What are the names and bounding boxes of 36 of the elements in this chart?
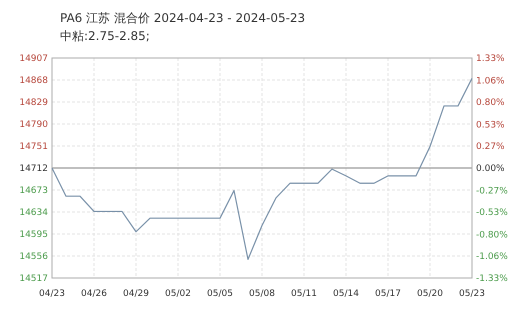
chart-title: PA6 江苏 混合价 2024-04-23 - 2024-05-23 [60, 11, 306, 25]
line-series [51, 78, 473, 260]
x-tick-label: 05/23 [459, 289, 485, 299]
x-tick-label: 05/05 [207, 289, 233, 299]
x-tick-label: 05/02 [165, 289, 191, 299]
x-tick-label: 05/17 [375, 289, 401, 299]
y2-tick-label: -1.06% [476, 252, 508, 262]
y2-tick-label: 0.53% [476, 120, 506, 130]
x-tick-label: 04/26 [81, 289, 108, 299]
chart-subtitle: 中粘:2.75-2.85; [60, 29, 150, 43]
y2-tick-label: 0.27% [476, 142, 506, 152]
x-tick-label: 05/14 [333, 289, 360, 299]
y-tick-label: 14634 [19, 208, 48, 218]
y2-tick-label: 1.33% [476, 54, 506, 64]
y-tick-label: 14829 [19, 98, 48, 108]
y-tick-label: 14751 [19, 142, 48, 152]
y2-tick-label: -1.33% [476, 274, 508, 284]
y-tick-label: 14790 [19, 120, 48, 130]
y2-tick-label: -0.27% [476, 186, 508, 196]
y-tick-label: 14673 [19, 186, 48, 196]
y-tick-label: 14517 [19, 274, 48, 284]
x-tick-label: 04/29 [123, 289, 150, 299]
y2-tick-label: -0.80% [476, 230, 508, 240]
y2-tick-label: 0.00% [476, 164, 506, 174]
x-tick-label: 05/08 [249, 289, 276, 299]
y-tick-label: 14595 [19, 230, 48, 240]
y2-tick-label: 1.06% [476, 76, 506, 86]
y-tick-label: 14907 [19, 54, 48, 64]
x-tick-label: 05/11 [291, 289, 317, 299]
y2-tick-label: -0.53% [476, 208, 508, 218]
y-tick-label: 14556 [19, 252, 48, 262]
y-tick-label: 14868 [19, 76, 48, 86]
y2-tick-label: 0.80% [476, 98, 506, 108]
x-tick-label: 05/20 [417, 289, 444, 299]
y-tick-label: 14712 [19, 164, 48, 174]
x-tick-label: 04/23 [39, 289, 65, 299]
